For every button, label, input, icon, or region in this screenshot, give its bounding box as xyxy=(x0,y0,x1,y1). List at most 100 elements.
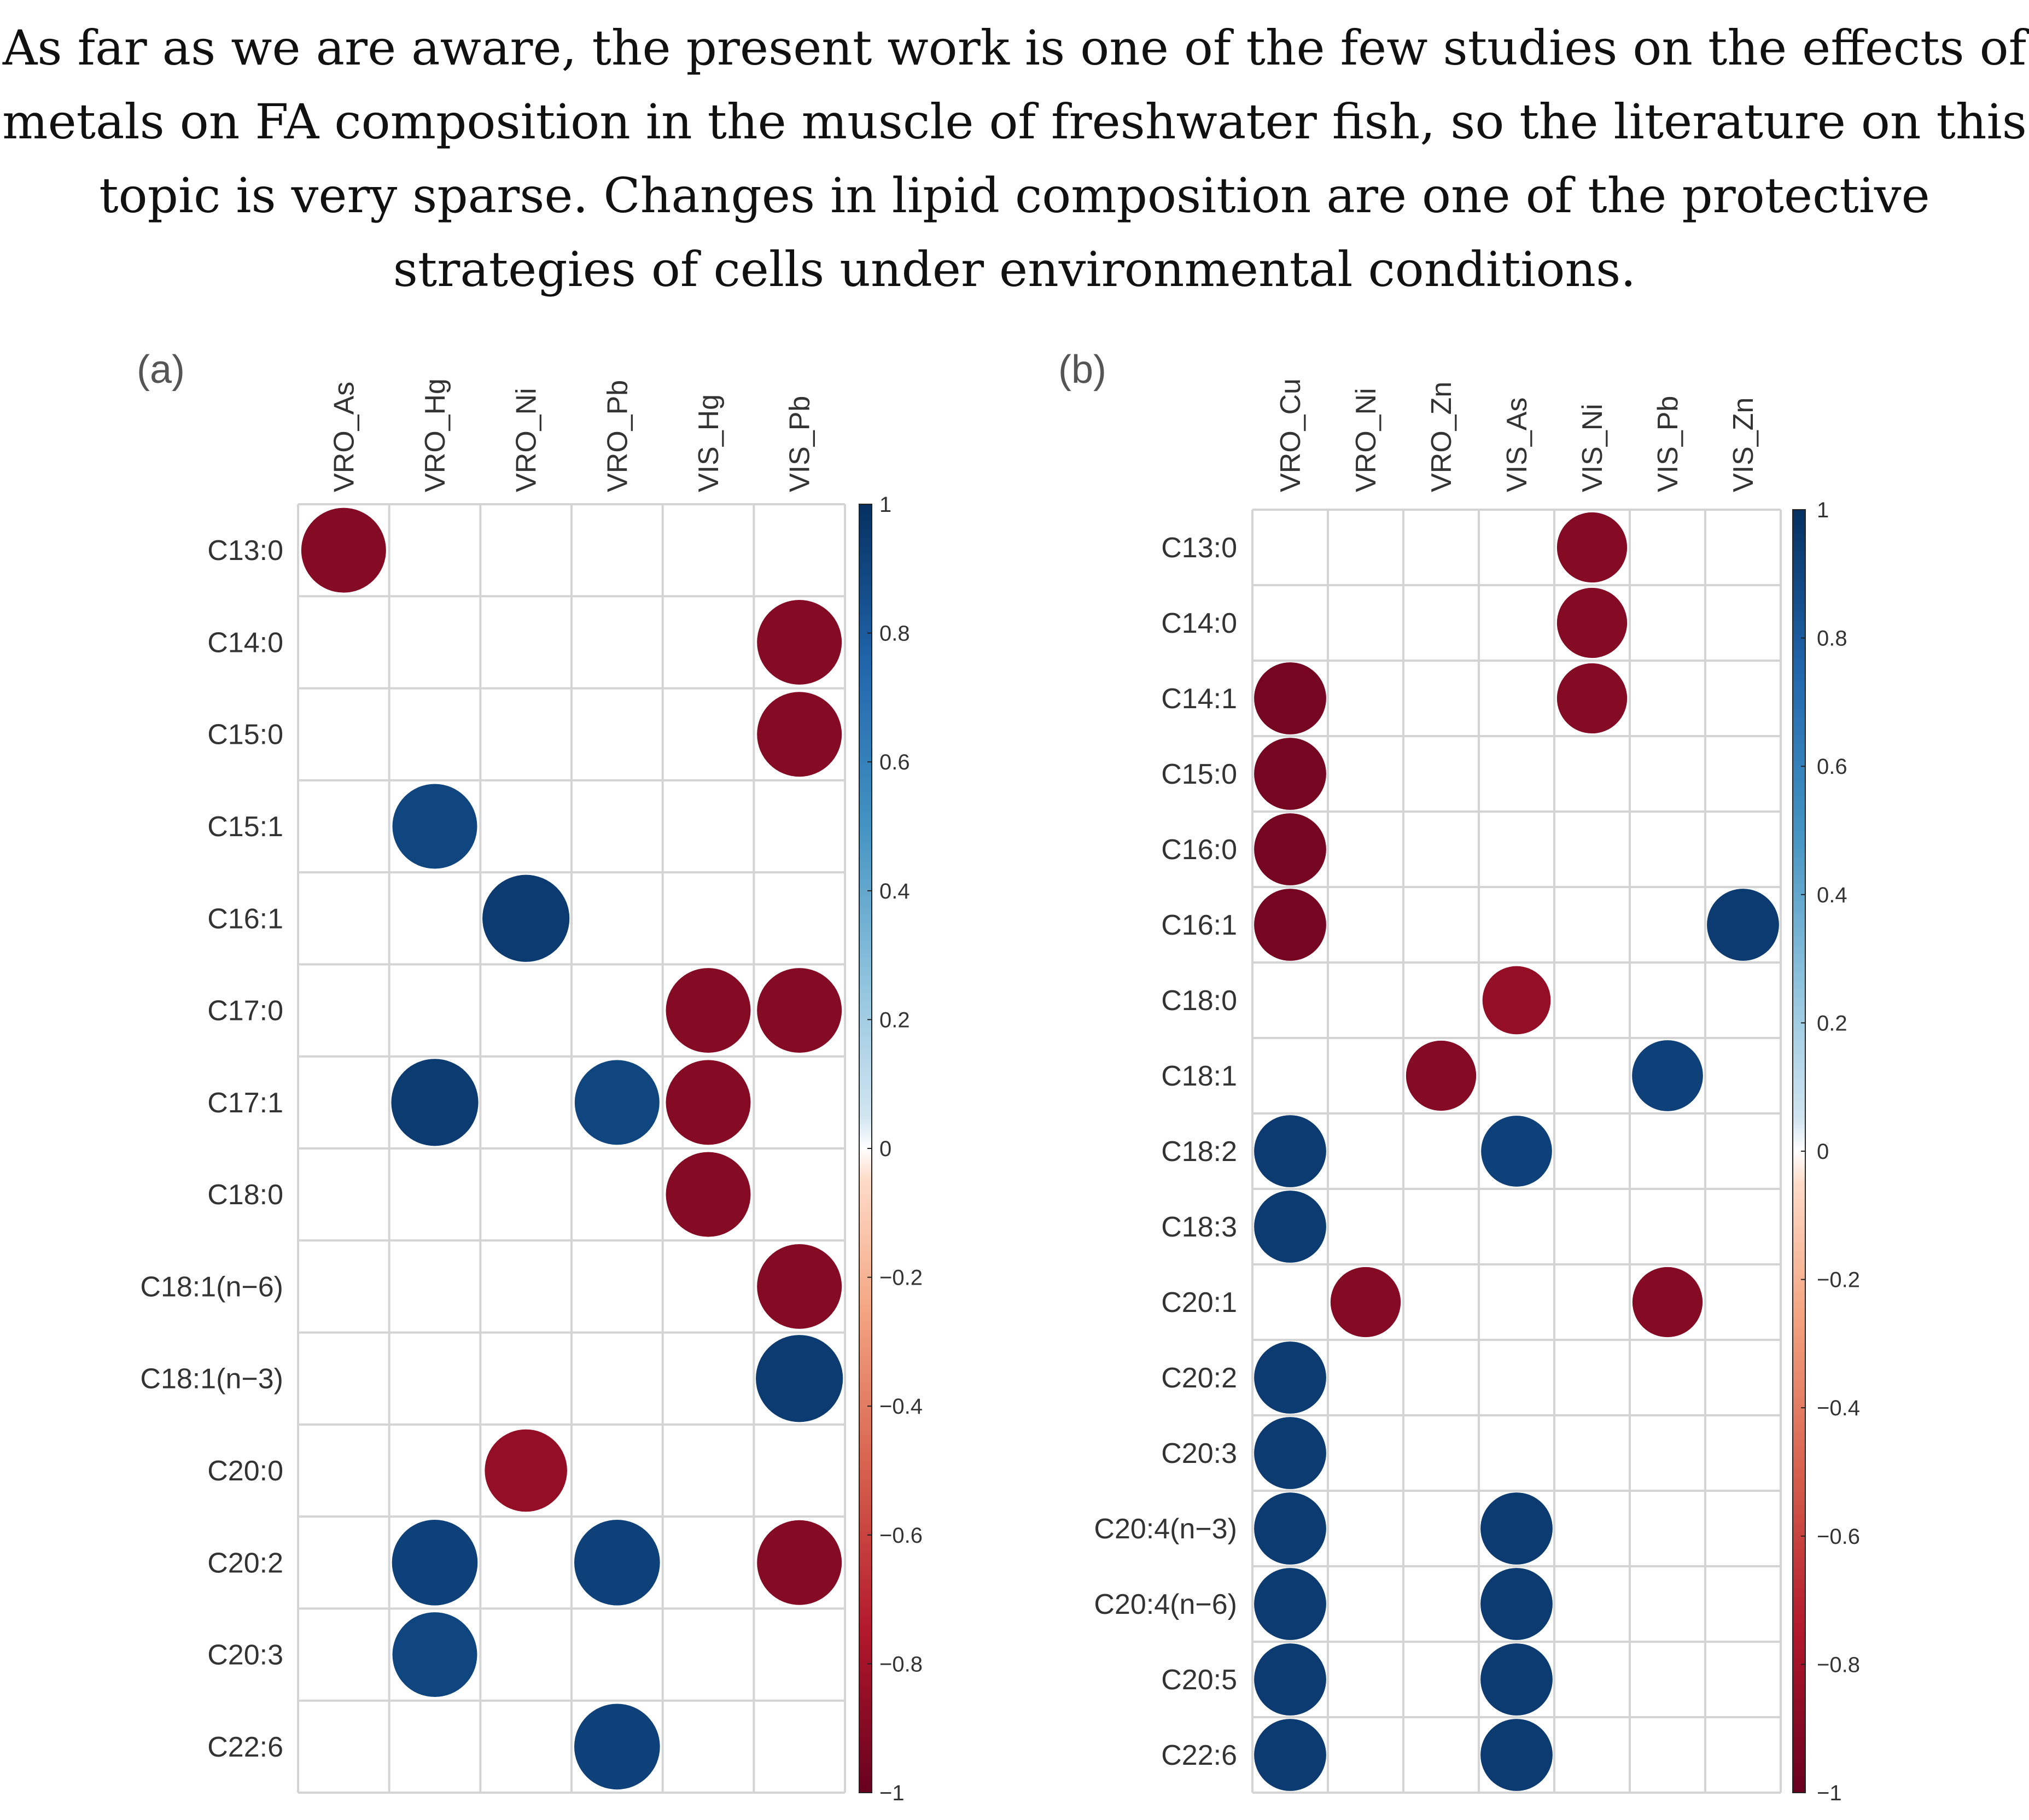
correlation-circle xyxy=(666,1152,751,1237)
colorbar: 1 0.8 0.6 0.4 0.2 0 −0.2 −0.4 −0.6 −0.8 −1 xyxy=(859,493,923,1805)
correlation-circle xyxy=(757,599,842,685)
correlation-circle xyxy=(1254,662,1326,734)
caption-paragraph: As far as we are aware, the present work… xyxy=(0,11,2029,306)
colorbar-tick-label: −0.6 xyxy=(1817,1525,1860,1549)
column-label: VRO_As xyxy=(328,382,360,492)
grid xyxy=(1251,509,1782,1794)
row-label: C20:5 xyxy=(1161,1664,1237,1696)
colorbar-tick-label: −0.6 xyxy=(879,1524,923,1548)
caption-line: metals on FA composition in the muscle o… xyxy=(2,94,2027,150)
correlation-circle xyxy=(1707,889,1779,961)
row-label: C15:0 xyxy=(1161,759,1237,790)
correlation-circle xyxy=(666,1060,751,1145)
correlation-circle xyxy=(757,1520,842,1605)
correlation-circle xyxy=(757,692,842,777)
colorbar-tick-label: 1 xyxy=(1817,498,1829,522)
column-label: VRO_Pb xyxy=(602,380,633,492)
row-label: C15:0 xyxy=(207,719,283,751)
row-label: C16:1 xyxy=(1161,909,1237,941)
colorbar-tick-label: −0.8 xyxy=(879,1652,923,1676)
column-label: VRO_Cu xyxy=(1275,378,1307,492)
correlation-circle xyxy=(1254,1568,1326,1640)
row-label: C15:1 xyxy=(207,811,283,843)
grid xyxy=(297,503,846,1794)
correlation-circle xyxy=(756,1335,843,1422)
row-label: C18:1(n−6) xyxy=(140,1271,283,1303)
column-label: VRO_Hg xyxy=(419,378,451,492)
colorbar-tick-label: 0 xyxy=(1817,1140,1829,1164)
correlation-circle xyxy=(1254,1191,1326,1263)
correlation-circle xyxy=(1482,966,1551,1035)
colorbar-tick-label: −0.2 xyxy=(879,1266,923,1290)
row-label: C18:2 xyxy=(1161,1136,1237,1168)
row-label: C18:1(n−3) xyxy=(140,1363,283,1395)
correlation-circle xyxy=(1330,1267,1401,1338)
row-label: C20:2 xyxy=(207,1547,283,1579)
column-label: VIS_Ni xyxy=(1577,404,1608,492)
correlation-circle xyxy=(1254,1719,1326,1791)
correlation-circle xyxy=(757,1244,842,1329)
correlation-circle xyxy=(1481,1116,1552,1187)
caption-line: strategies of cells under environmental … xyxy=(393,241,1636,298)
colorbar-tick-label: 0.2 xyxy=(1817,1011,1847,1035)
correlation-circle xyxy=(757,968,842,1053)
correlation-circle xyxy=(1480,1492,1553,1565)
correlation-circle xyxy=(1254,1341,1326,1414)
correlation-circle xyxy=(1254,1643,1326,1716)
correlation-circle xyxy=(574,1060,660,1145)
column-label: VIS_Hg xyxy=(693,394,725,492)
row-label: C22:6 xyxy=(207,1731,283,1763)
colorbar-tick-label: 0.4 xyxy=(1817,883,1847,907)
row-label: C16:1 xyxy=(207,903,283,935)
correlation-circle xyxy=(1254,1417,1326,1489)
correlation-circle xyxy=(574,1704,660,1790)
correlation-circle xyxy=(1556,663,1628,734)
row-label: C14:0 xyxy=(1161,608,1237,639)
colorbar: 1 0.8 0.6 0.4 0.2 0 −0.2 −0.4 −0.6 −0.8 −1 xyxy=(1792,498,1860,1805)
correlation-circle xyxy=(666,968,751,1053)
row-label: C20:0 xyxy=(207,1455,283,1487)
column-label: VRO_Ni xyxy=(1350,388,1382,492)
row-label: C18:0 xyxy=(1161,985,1237,1017)
correlation-circle xyxy=(392,1612,477,1698)
row-label: C13:0 xyxy=(207,535,283,567)
colorbar-tick-label: −0.2 xyxy=(1817,1268,1860,1292)
correlation-circle xyxy=(392,1519,478,1606)
correlation-circle xyxy=(482,874,570,962)
colorbar-tick-label: −1 xyxy=(1817,1781,1842,1805)
correlation-circle xyxy=(392,784,477,869)
row-label: C20:2 xyxy=(1161,1362,1237,1394)
column-label: VIS_Zn xyxy=(1728,398,1759,492)
row-label: C22:6 xyxy=(1161,1740,1237,1771)
correlation-circle xyxy=(1480,1643,1553,1716)
panel-label: (a) xyxy=(137,348,185,392)
row-label: C13:0 xyxy=(1161,532,1237,564)
colorbar-tick-label: −0.4 xyxy=(1817,1396,1860,1420)
correlation-circle xyxy=(391,1059,479,1146)
correlation-circle xyxy=(301,508,386,593)
correlation-circle xyxy=(1480,1719,1553,1791)
colorbar-tick-label: 0.4 xyxy=(879,879,910,903)
correlation-circle xyxy=(1254,1492,1326,1565)
row-label: C14:1 xyxy=(1161,683,1237,715)
row-label: C18:0 xyxy=(207,1179,283,1211)
correlation-circle xyxy=(574,1519,660,1606)
row-label: C20:4(n−3) xyxy=(1094,1513,1237,1545)
correlation-circle xyxy=(1254,738,1326,810)
row-label: C16:0 xyxy=(1161,834,1237,866)
row-label: C18:1 xyxy=(1161,1060,1237,1092)
colorbar-tick-label: 0.6 xyxy=(1817,755,1847,779)
correlation-circle xyxy=(485,1429,567,1512)
column-label: VIS_Pb xyxy=(1652,396,1684,492)
colorbar-tick-label: −0.4 xyxy=(879,1395,923,1419)
chart-panel-b: (b) VRO_Cu VRO_Ni VRO_Zn VIS_As VIS_Ni VIS_Pb V… xyxy=(1058,348,1860,1805)
panel-label: (b) xyxy=(1058,348,1106,392)
correlation-circle xyxy=(1254,889,1326,961)
row-label: C20:1 xyxy=(1161,1287,1237,1319)
column-label: VIS_Pb xyxy=(784,396,816,492)
colorbar-tick-label: 0.8 xyxy=(879,622,910,646)
row-label: C20:4(n−6) xyxy=(1094,1589,1237,1620)
correlation-circle xyxy=(1254,813,1326,885)
column-label: VRO_Zn xyxy=(1426,382,1457,492)
